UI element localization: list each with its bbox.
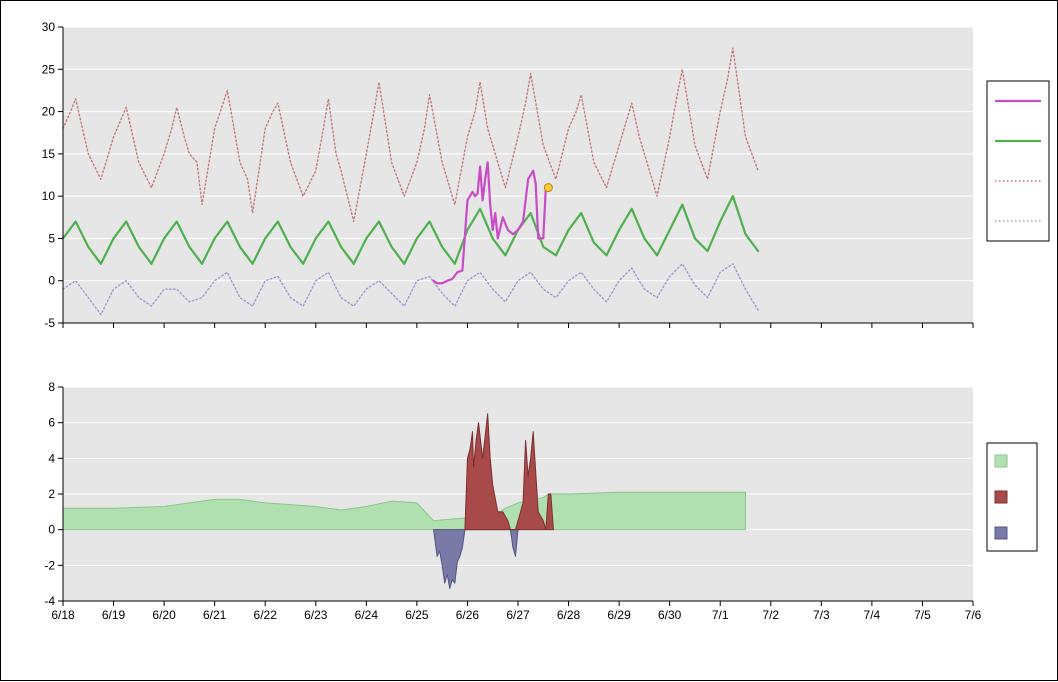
x-tick-label: 6/22	[254, 608, 278, 622]
y-tick-label: 25	[42, 62, 56, 76]
legend-swatch-item	[995, 527, 1007, 539]
y-tick-label: 2	[48, 487, 55, 501]
x-tick-label: 6/24	[355, 608, 379, 622]
y-tick-label: -5	[44, 316, 55, 330]
y-tick-label: -4	[44, 594, 55, 608]
x-tick-label: 7/5	[914, 608, 931, 622]
x-tick-label: 6/30	[658, 608, 682, 622]
x-tick-label: 6/19	[102, 608, 126, 622]
y-tick-label: 30	[42, 20, 56, 34]
x-tick-label: 6/26	[456, 608, 480, 622]
y-tick-label: 0	[48, 523, 55, 537]
x-tick-label: 6/25	[405, 608, 429, 622]
y-tick-label: 0	[48, 274, 55, 288]
y-tick-label: 15	[42, 147, 56, 161]
x-tick-label: 7/2	[762, 608, 779, 622]
x-tick-label: 6/18	[51, 608, 75, 622]
x-tick-label: 6/20	[152, 608, 176, 622]
legend-swatch-item	[995, 491, 1007, 503]
x-tick-label: 7/3	[813, 608, 830, 622]
x-tick-label: 7/1	[712, 608, 729, 622]
legend-swatch-item	[995, 455, 1007, 467]
current-point-marker	[544, 184, 552, 192]
y-tick-label: 6	[48, 416, 55, 430]
x-tick-label: 7/4	[864, 608, 881, 622]
y-tick-label: 8	[48, 380, 55, 394]
x-tick-label: 6/23	[304, 608, 328, 622]
y-tick-label: 10	[42, 189, 56, 203]
x-tick-label: 6/29	[607, 608, 631, 622]
y-tick-label: 20	[42, 105, 56, 119]
y-tick-label: 5	[48, 231, 55, 245]
y-tick-label: -2	[44, 558, 55, 572]
x-tick-label: 6/27	[506, 608, 530, 622]
x-tick-label: 6/28	[557, 608, 581, 622]
x-tick-label: 7/6	[965, 608, 982, 622]
chart-svg: -5 0 5 10 15 20 25 30 -4 -2 0 2 4 6 8 6/18 6/19 6/20 6/21 6…	[1, 1, 1058, 682]
x-tick-label: 6/21	[203, 608, 227, 622]
y-tick-label: 4	[48, 451, 55, 465]
chart-container: -5 0 5 10 15 20 25 30 -4 -2 0 2 4 6 8 6/18 6/19 6/20 6/21 6…	[0, 0, 1058, 681]
